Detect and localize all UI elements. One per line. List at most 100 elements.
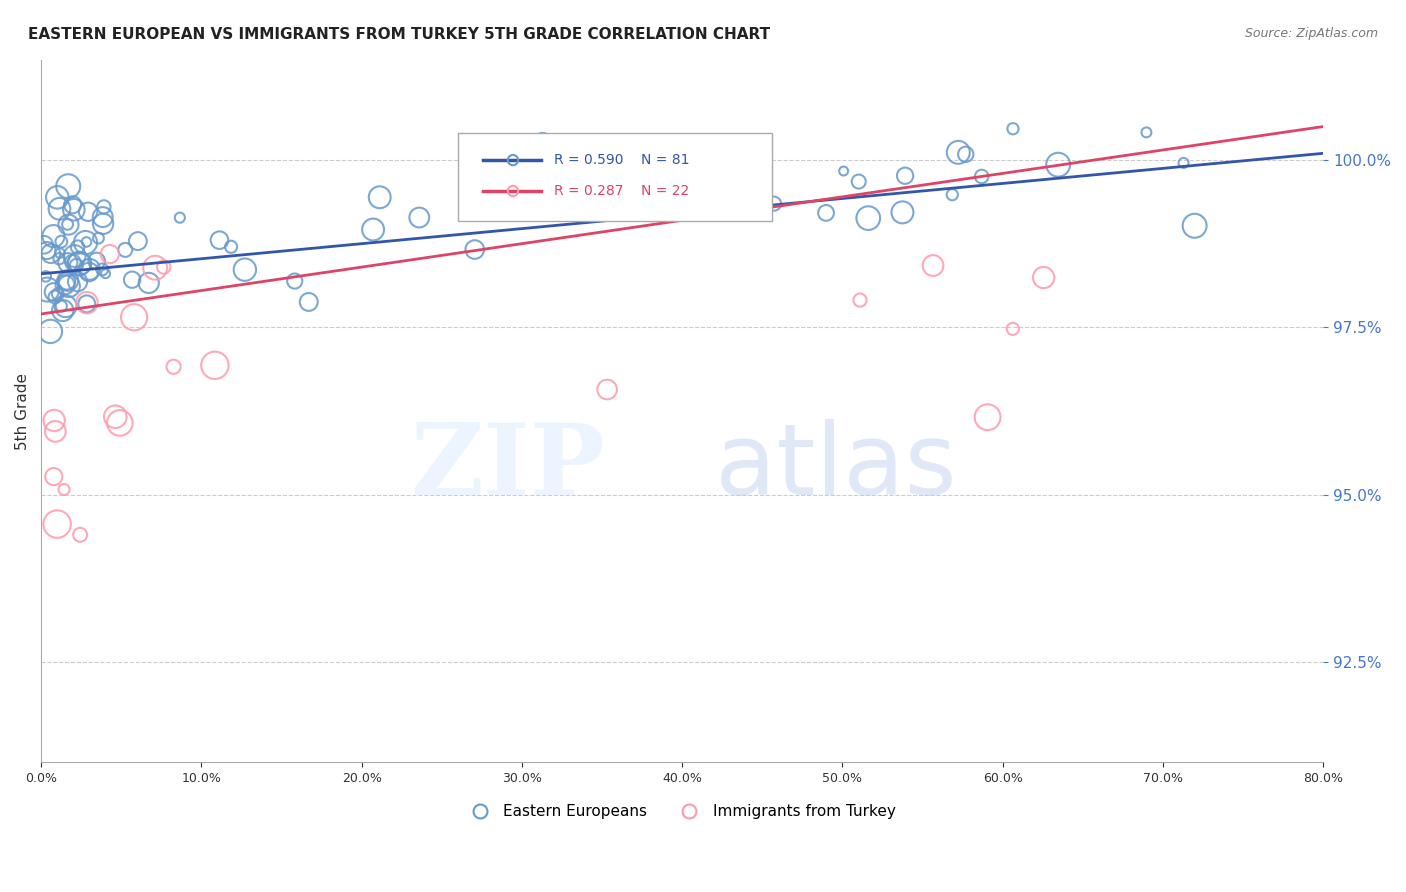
- Point: [52, 303, 75, 318]
- Point: [948, 145, 970, 160]
- Point: [219, 240, 242, 254]
- Point: [98, 247, 121, 261]
- Point: [62, 255, 84, 269]
- Point: [56, 274, 79, 288]
- Text: ZIP: ZIP: [411, 418, 605, 516]
- Point: [49, 246, 72, 260]
- Point: [169, 211, 191, 225]
- Point: [464, 243, 486, 257]
- Point: [832, 164, 855, 178]
- Point: [77, 265, 100, 279]
- Point: [848, 175, 870, 189]
- Point: [891, 205, 914, 219]
- Point: [1047, 158, 1070, 172]
- Point: [121, 273, 143, 287]
- Point: [114, 243, 136, 257]
- Text: R = 0.590    N = 81: R = 0.590 N = 81: [554, 153, 689, 167]
- Point: [69, 256, 91, 270]
- Point: [976, 410, 998, 425]
- Point: [162, 359, 184, 374]
- Point: [531, 135, 554, 149]
- Point: [48, 202, 70, 216]
- Point: [849, 293, 872, 307]
- Point: [56, 255, 79, 269]
- Point: [922, 259, 945, 273]
- Point: [51, 299, 73, 313]
- Point: [65, 258, 87, 272]
- Point: [53, 483, 76, 497]
- Point: [894, 169, 917, 183]
- Point: [55, 299, 77, 313]
- Point: [58, 279, 80, 293]
- Point: [39, 246, 62, 260]
- Legend: Eastern Europeans, Immigrants from Turkey: Eastern Europeans, Immigrants from Turke…: [463, 797, 903, 825]
- Point: [143, 260, 166, 275]
- Point: [58, 179, 80, 194]
- Point: [63, 249, 86, 263]
- Point: [77, 204, 100, 219]
- Point: [858, 211, 880, 226]
- Point: [75, 235, 97, 250]
- Point: [91, 217, 114, 231]
- Text: R = 0.287    N = 22: R = 0.287 N = 22: [554, 184, 689, 198]
- Point: [658, 173, 681, 187]
- Point: [86, 254, 108, 268]
- Point: [32, 237, 55, 252]
- Point: [408, 211, 430, 225]
- Point: [1184, 219, 1206, 233]
- Point: [93, 200, 115, 214]
- Point: [208, 233, 231, 247]
- Point: [548, 159, 571, 173]
- Point: [91, 210, 114, 224]
- Point: [94, 267, 117, 281]
- Point: [1001, 322, 1024, 336]
- Point: [233, 262, 256, 277]
- Point: [44, 413, 66, 427]
- Point: [42, 285, 65, 299]
- Point: [104, 409, 127, 424]
- Point: [51, 235, 73, 249]
- Point: [298, 295, 321, 310]
- Point: [53, 277, 76, 292]
- Point: [1032, 270, 1054, 285]
- Point: [44, 425, 66, 439]
- Point: [127, 234, 149, 248]
- Point: [42, 229, 65, 244]
- Point: [941, 187, 963, 202]
- Point: [87, 231, 110, 245]
- Point: [35, 269, 58, 284]
- Point: [67, 257, 90, 271]
- Point: [970, 169, 993, 184]
- Point: [152, 260, 174, 274]
- Point: [763, 196, 786, 211]
- Point: [46, 190, 69, 204]
- Point: [138, 276, 160, 290]
- Point: [204, 359, 226, 373]
- Point: [79, 262, 101, 277]
- Point: [641, 202, 664, 217]
- Point: [46, 517, 69, 532]
- Text: EASTERN EUROPEAN VS IMMIGRANTS FROM TURKEY 5TH GRADE CORRELATION CHART: EASTERN EUROPEAN VS IMMIGRANTS FROM TURK…: [28, 27, 770, 42]
- Point: [108, 416, 131, 430]
- Text: atlas: atlas: [716, 418, 957, 516]
- Point: [76, 297, 98, 311]
- Point: [66, 275, 89, 289]
- Point: [62, 198, 84, 212]
- Text: Source: ZipAtlas.com: Source: ZipAtlas.com: [1244, 27, 1378, 40]
- Point: [76, 235, 98, 249]
- Point: [48, 252, 70, 266]
- Point: [66, 240, 89, 254]
- Y-axis label: 5th Grade: 5th Grade: [15, 373, 30, 450]
- Point: [1135, 125, 1157, 139]
- Point: [955, 147, 977, 161]
- Point: [39, 325, 62, 339]
- Point: [361, 222, 384, 236]
- Point: [63, 202, 86, 217]
- Point: [815, 206, 838, 220]
- Point: [46, 287, 69, 301]
- Point: [58, 218, 80, 232]
- Point: [56, 218, 79, 232]
- Point: [69, 528, 91, 542]
- Point: [1001, 121, 1024, 136]
- Point: [596, 383, 619, 397]
